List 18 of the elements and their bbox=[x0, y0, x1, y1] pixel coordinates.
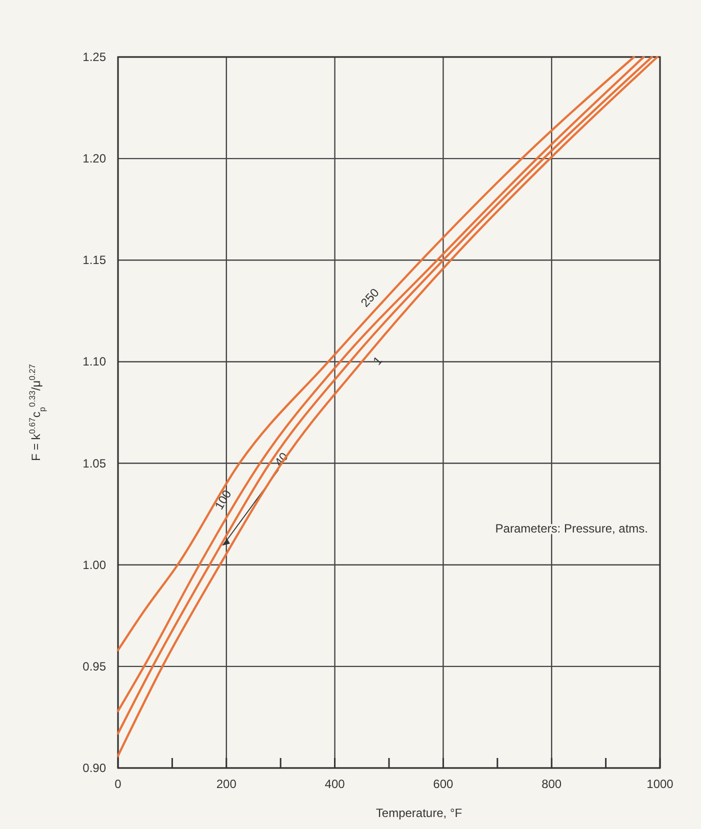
x-tick-label: 0 bbox=[114, 777, 122, 791]
y-tick-label: 1.05 bbox=[82, 456, 106, 470]
y-tick-label: 0.90 bbox=[82, 761, 106, 775]
x-tick-label: 600 bbox=[433, 777, 454, 791]
x-tick-label: 200 bbox=[216, 777, 237, 791]
x-tick-label: 800 bbox=[542, 777, 562, 791]
y-tick-label: 1.20 bbox=[82, 152, 106, 166]
y-tick-label: 1.10 bbox=[82, 354, 106, 369]
x-tick-label: 1000 bbox=[646, 777, 674, 791]
text: 250 bbox=[358, 285, 382, 310]
text: 100 bbox=[212, 487, 234, 512]
x-axis-title: Temperature, °F bbox=[376, 806, 462, 820]
y-tick-label: 0.95 bbox=[82, 659, 106, 674]
y-tick-label: 1.00 bbox=[82, 558, 106, 572]
y-tick-label: 1.25 bbox=[82, 50, 106, 64]
x-tick-label: 400 bbox=[324, 777, 346, 791]
y-tick-label: 1.15 bbox=[82, 253, 106, 268]
text: 1 bbox=[370, 353, 386, 368]
